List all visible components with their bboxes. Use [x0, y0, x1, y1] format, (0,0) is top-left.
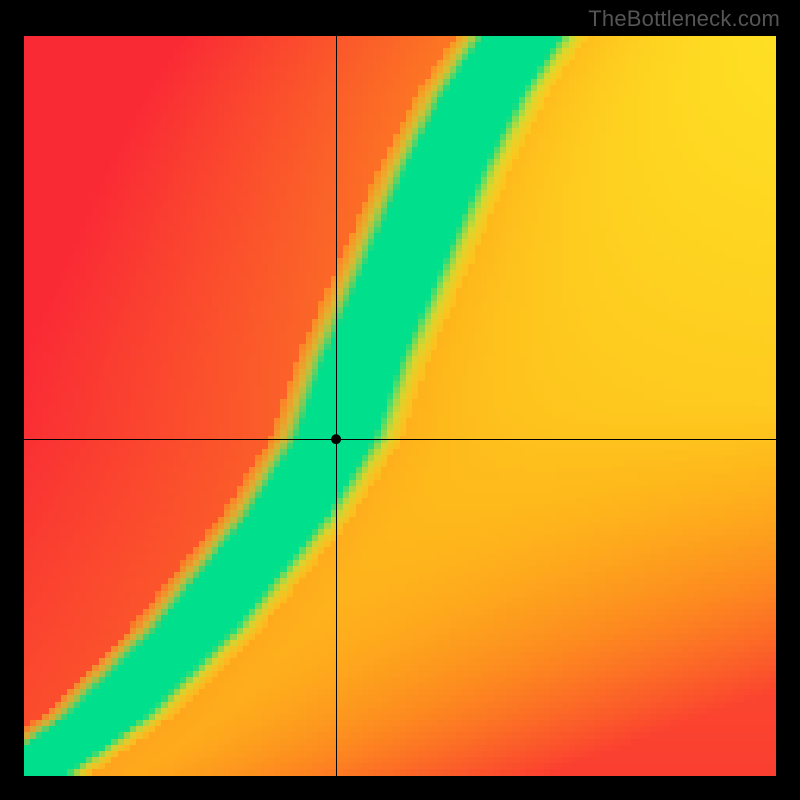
bottleneck-heatmap — [24, 36, 776, 776]
watermark-text: TheBottleneck.com — [588, 6, 780, 32]
chart-container: TheBottleneck.com — [0, 0, 800, 800]
